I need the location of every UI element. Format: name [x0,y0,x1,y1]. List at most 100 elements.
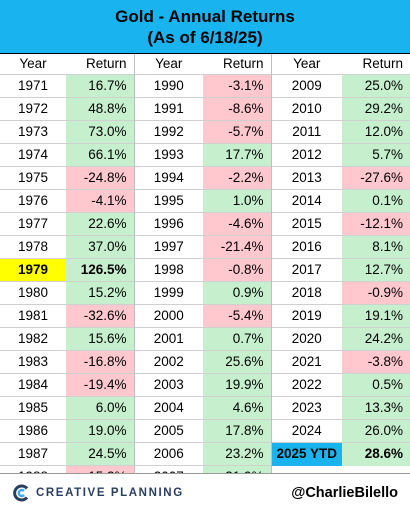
return-cell: 29.2% [342,97,410,121]
column-header-row: Year Return Year Return Year Return [0,54,410,75]
table-row: 1978 37.0% 1997 -21.4% 2016 8.1% [0,235,410,259]
return-cell: 16.7% [66,74,135,98]
return-cell: -5.4% [203,304,272,328]
table-title: Gold - Annual Returns [115,6,295,26]
column-header-year: Year [271,54,342,75]
return-cell: 126.5% [66,258,135,282]
year-cell: 1977 [0,212,66,236]
return-cell: -19.4% [66,373,135,397]
year-cell: 1992 [134,120,203,144]
creative-planning-logo-icon [13,484,29,501]
table-row: 1981 -32.6% 2000 -5.4% 2019 19.1% [0,304,410,328]
return-cell: 48.8% [66,97,135,121]
year-cell: 1986 [0,419,66,443]
return-cell: 12.7% [342,258,410,282]
table-row: 1985 6.0% 2004 4.6% 2023 13.3% [0,396,410,420]
year-cell: 1975 [0,166,66,190]
table-row: 1976 -4.1% 1995 1.0% 2014 0.1% [0,189,410,213]
return-cell: 15.2% [66,281,135,305]
return-cell: -24.8% [66,166,135,190]
return-cell: -16.8% [66,350,135,374]
return-cell: 24.5% [66,442,135,466]
column-header-year: Year [0,54,66,75]
column-header-year: Year [134,54,203,75]
year-cell: 1971 [0,74,66,98]
year-cell: 1994 [134,166,203,190]
year-cell: 1979 [0,258,66,282]
year-cell: 1999 [134,281,203,305]
column-header-return: Return [203,54,272,75]
return-cell: 73.0% [66,120,135,144]
return-cell: 1.0% [203,189,272,213]
year-cell: 1991 [134,97,203,121]
year-cell: 2021 [271,350,342,374]
year-cell: 1984 [0,373,66,397]
year-cell: 1981 [0,304,66,328]
return-cell: 6.0% [66,396,135,420]
return-cell: 4.6% [203,396,272,420]
return-cell: -21.4% [203,235,272,259]
table-row: 1972 48.8% 1991 -8.6% 2010 29.2% [0,97,410,121]
return-cell: 17.8% [203,419,272,443]
return-cell: 15.6% [66,327,135,351]
year-cell: 2001 [134,327,203,351]
return-cell: 24.2% [342,327,410,351]
return-cell: -5.7% [203,120,272,144]
year-cell: 2004 [134,396,203,420]
return-cell: 0.9% [203,281,272,305]
table-row: 1975 -24.8% 1994 -2.2% 2013 -27.6% [0,166,410,190]
year-cell: 2018 [271,281,342,305]
year-cell: 1973 [0,120,66,144]
year-cell: 1980 [0,281,66,305]
return-cell: -32.6% [66,304,135,328]
table-row: 1974 66.1% 1993 17.7% 2012 5.7% [0,143,410,167]
return-cell: 13.3% [342,396,410,420]
table-row: 1984 -19.4% 2003 19.9% 2022 0.5% [0,373,410,397]
return-cell: 19.0% [66,419,135,443]
year-cell: 2015 [271,212,342,236]
year-cell: 2023 [271,396,342,420]
return-cell: 25.0% [342,74,410,98]
return-cell: 66.1% [66,143,135,167]
return-cell: 0.7% [203,327,272,351]
return-cell: -4.6% [203,212,272,236]
year-cell: 2009 [271,74,342,98]
table-row: 1986 19.0% 2005 17.8% 2024 26.0% [0,419,410,443]
return-cell: 19.1% [342,304,410,328]
year-cell: 2006 [134,442,203,466]
return-cell: -0.8% [203,258,272,282]
return-cell: 26.0% [342,419,410,443]
return-cell: 17.7% [203,143,272,167]
year-cell: 2014 [271,189,342,213]
table-row: 1977 22.6% 1996 -4.6% 2015 -12.1% [0,212,410,236]
year-cell: 1997 [134,235,203,259]
year-cell: 1985 [0,396,66,420]
year-cell: 2003 [134,373,203,397]
year-cell: 2016 [271,235,342,259]
year-cell: 2019 [271,304,342,328]
year-cell: 2002 [134,350,203,374]
return-cell: 5.7% [342,143,410,167]
year-cell: 1983 [0,350,66,374]
year-cell: 2013 [271,166,342,190]
return-cell: 0.5% [342,373,410,397]
year-cell: 2024 [271,419,342,443]
year-cell: 2011 [271,120,342,144]
year-cell: 1990 [134,74,203,98]
table-row: 1971 16.7% 1990 -3.1% 2009 25.0% [0,74,410,98]
year-cell: 2000 [134,304,203,328]
year-cell: 1976 [0,189,66,213]
column-header-return: Return [362,56,403,71]
column-header-return: Return [66,54,135,75]
year-cell: 2025 YTD [271,442,342,466]
table-row: 1980 15.2% 1999 0.9% 2018 -0.9% [0,281,410,305]
return-cell: 12.0% [342,120,410,144]
author-handle: @CharlieBilello [291,484,398,501]
return-cell: 28.6% [342,442,410,466]
return-cell: 0.1% [342,189,410,213]
year-cell: 2010 [271,97,342,121]
returns-grid: Year Return Year Return Year Return 1971… [0,54,410,511]
year-cell: 2012 [271,143,342,167]
return-cell: 25.6% [203,350,272,374]
year-cell: 1993 [134,143,203,167]
